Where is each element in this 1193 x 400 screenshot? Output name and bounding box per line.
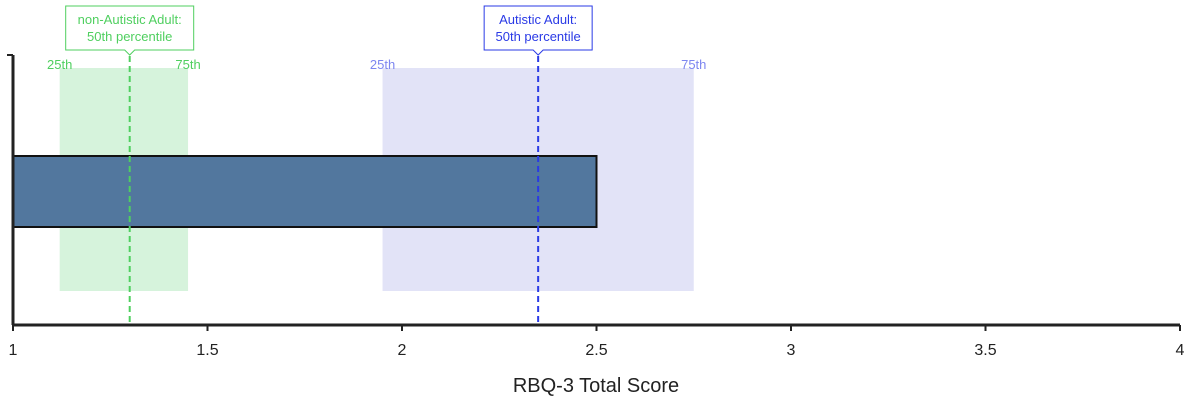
median-lines-layer xyxy=(128,56,540,325)
x-tick-label-3: 2.5 xyxy=(585,342,607,359)
median-callout-1: Autistic Adult: 50th percentile xyxy=(483,5,593,56)
median-callout-line1-1: Autistic Adult: xyxy=(499,12,577,27)
median-callout-line2-0: 50th percentile xyxy=(87,29,172,44)
labels-layer: 25th 75th non-Autistic Adult: 50th percenti… xyxy=(47,5,706,72)
score-bar xyxy=(12,155,598,228)
x-axis-title: RBQ-3 Total Score xyxy=(513,375,679,397)
median-callout-0: non-Autistic Adult: 50th percentile xyxy=(65,5,195,56)
x-tick-label-5: 3.5 xyxy=(974,342,996,359)
median-callout-line1-0: non-Autistic Adult: xyxy=(78,12,182,27)
p25-label-1: 25th xyxy=(370,57,395,72)
axis-layer: 1 1.5 2 2.5 3 3.5 4 xyxy=(7,54,1185,359)
median-callout-box-1 xyxy=(483,5,593,56)
p75-label-0: 75th xyxy=(175,57,200,72)
bar-layer xyxy=(12,155,598,228)
median-callout-line2-1: 50th percentile xyxy=(496,29,581,44)
median-callout-box-0 xyxy=(65,5,195,56)
p75-label-1: 75th xyxy=(681,57,706,72)
x-tick-label-1: 1.5 xyxy=(196,342,218,359)
x-tick-label-4: 3 xyxy=(787,342,796,359)
x-tick-label-2: 2 xyxy=(398,342,407,359)
x-tick-label-0: 1 xyxy=(9,342,18,359)
p25-label-0: 25th xyxy=(47,57,72,72)
x-tick-label-6: 4 xyxy=(1176,342,1185,359)
